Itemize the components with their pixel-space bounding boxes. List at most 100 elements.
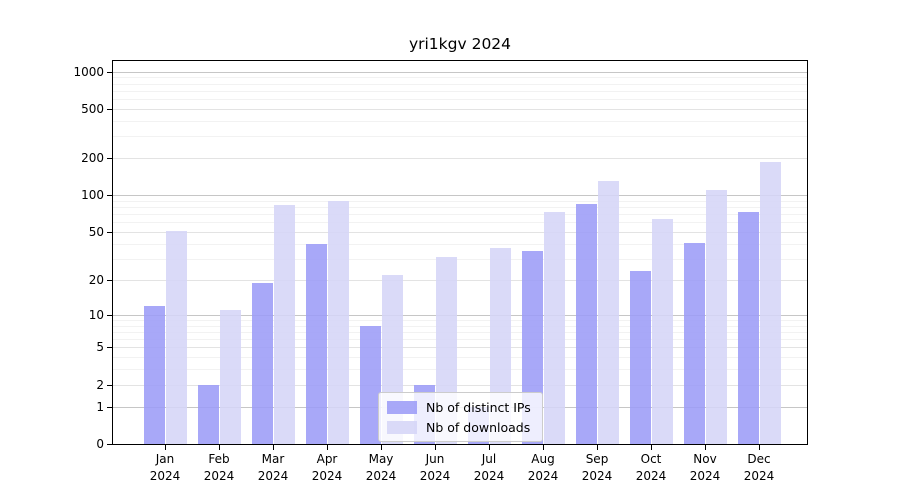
- y-tick-label: 500: [81, 102, 104, 116]
- y-tick-mark: [107, 444, 112, 445]
- x-tick-label: Apr 2024: [285, 451, 369, 484]
- y-tick-mark: [107, 315, 112, 316]
- minor-gridline: [113, 320, 807, 321]
- downloads-bar: [219, 310, 241, 444]
- distinct-ips-bar: [737, 212, 759, 444]
- year-label: 2024: [419, 468, 451, 483]
- year-label: 2024: [527, 468, 559, 483]
- y-tick-mark: [107, 195, 112, 196]
- distinct-ips-bar: [629, 270, 651, 444]
- legend: Nb of distinct IPs Nb of downloads: [378, 392, 543, 442]
- x-tick-label: Jan 2024: [123, 451, 207, 484]
- month-label: Jul: [481, 452, 497, 466]
- downloads-bar: [165, 231, 187, 444]
- year-label: 2024: [365, 468, 397, 483]
- distinct-ips-bar: [359, 325, 381, 444]
- downloads-bar: [327, 201, 349, 444]
- x-tick-label: May 2024: [339, 451, 423, 484]
- x-tick-mark: [759, 445, 760, 450]
- y-tick-mark: [107, 109, 112, 110]
- month-label: Dec: [747, 452, 771, 466]
- month-label: Aug: [531, 452, 555, 466]
- minor-gridline: [113, 207, 807, 208]
- y-tick-label: 1000: [73, 65, 104, 79]
- minor-gridline: [113, 214, 807, 215]
- distinct-ips-bar: [575, 203, 597, 444]
- y-tick-label: 50: [88, 225, 104, 239]
- legend-label: Nb of downloads: [426, 419, 531, 435]
- y-tick-label: 2: [96, 378, 104, 392]
- x-tick-mark: [219, 445, 220, 450]
- y-tick-label: 100: [81, 188, 104, 202]
- x-tick-mark: [651, 445, 652, 450]
- y-tick-label: 10: [88, 308, 104, 322]
- x-tick-label: Jul 2024: [447, 451, 531, 484]
- month-label: Jun: [425, 452, 445, 466]
- major-gridline: [113, 347, 807, 348]
- major-gridline: [113, 195, 807, 196]
- downloads-bar: [273, 205, 295, 444]
- minor-gridline: [113, 369, 807, 370]
- minor-gridline: [113, 332, 807, 333]
- x-tick-label: Sep 2024: [555, 451, 639, 484]
- y-tick-mark: [107, 72, 112, 73]
- x-tick-mark: [381, 445, 382, 450]
- minor-gridline: [113, 339, 807, 340]
- month-label: Jan: [155, 452, 175, 466]
- minor-gridline: [113, 91, 807, 92]
- y-tick-mark: [107, 407, 112, 408]
- x-tick-label: Mar 2024: [231, 451, 315, 484]
- major-gridline: [113, 232, 807, 233]
- major-gridline: [113, 315, 807, 316]
- legend-label: Nb of distinct IPs: [426, 399, 531, 415]
- downloads-bar: [705, 190, 727, 444]
- year-label: 2024: [149, 468, 181, 483]
- legend-item: Nb of distinct IPs: [387, 397, 531, 417]
- minor-gridline: [113, 121, 807, 122]
- downloads-bar: [651, 219, 673, 444]
- x-tick-mark: [327, 445, 328, 450]
- x-tick-label: Aug 2024: [501, 451, 585, 484]
- x-tick-label: Oct 2024: [609, 451, 693, 484]
- major-gridline: [113, 385, 807, 386]
- minor-gridline: [113, 84, 807, 85]
- downloads-bar: [543, 212, 565, 444]
- chart-title: yri1kgv 2024: [408, 35, 512, 53]
- x-tick-mark: [489, 445, 490, 450]
- year-label: 2024: [581, 468, 613, 483]
- distinct-ips-bar: [251, 282, 273, 444]
- minor-gridline: [113, 99, 807, 100]
- distinct-ips-bar: [143, 305, 165, 444]
- minor-gridline: [113, 326, 807, 327]
- month-label: Nov: [693, 452, 717, 466]
- month-label: Mar: [261, 452, 285, 466]
- y-tick-mark: [107, 280, 112, 281]
- month-label: Apr: [316, 452, 338, 466]
- minor-gridline: [113, 222, 807, 223]
- x-tick-mark: [543, 445, 544, 450]
- y-tick-label: 5: [96, 340, 104, 354]
- y-tick-label: 20: [88, 273, 104, 287]
- y-tick-label: 200: [81, 151, 104, 165]
- minor-gridline: [113, 259, 807, 260]
- distinct-ips-bar: [305, 243, 327, 444]
- year-label: 2024: [257, 468, 289, 483]
- downloads-swatch: [387, 420, 417, 434]
- major-gridline: [113, 72, 807, 73]
- downloads-bar: [597, 181, 619, 444]
- x-tick-mark: [273, 445, 274, 450]
- distinct-ips-swatch: [387, 400, 417, 414]
- month-label: Feb: [208, 452, 230, 466]
- x-tick-label: Jun 2024: [393, 451, 477, 484]
- y-tick-label: 1: [96, 400, 104, 414]
- minor-gridline: [113, 357, 807, 358]
- y-tick-mark: [107, 232, 112, 233]
- distinct-ips-bar: [683, 242, 705, 444]
- minor-gridline: [113, 244, 807, 245]
- y-tick-mark: [107, 385, 112, 386]
- x-tick-mark: [597, 445, 598, 450]
- month-label: Oct: [640, 452, 662, 466]
- plot-area: Nb of distinct IPs Nb of downloads: [112, 60, 808, 445]
- minor-gridline: [113, 136, 807, 137]
